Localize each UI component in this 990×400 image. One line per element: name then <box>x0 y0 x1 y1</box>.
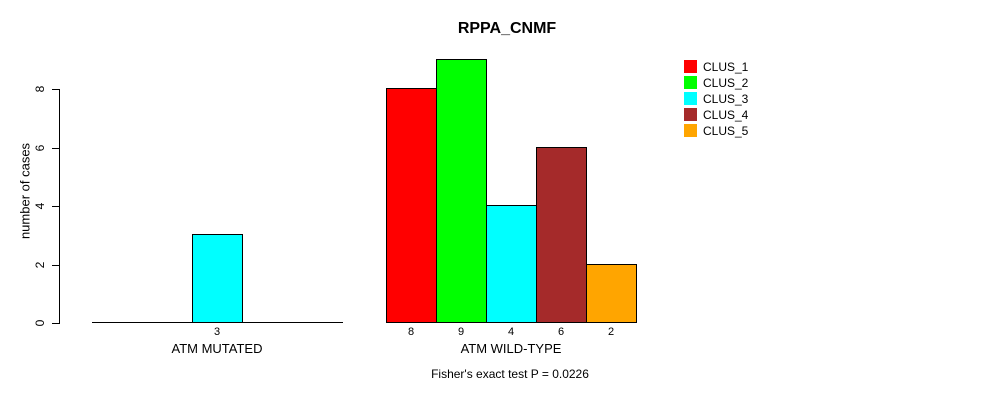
y-tick <box>52 323 59 324</box>
legend-swatch <box>684 108 697 121</box>
y-tick <box>52 89 59 90</box>
bar-value-label: 4 <box>507 326 515 338</box>
legend: CLUS_1 CLUS_2 CLUS_3 CLUS_4 CLUS_5 <box>684 59 748 139</box>
y-tick <box>52 206 59 207</box>
legend-label: CLUS_5 <box>703 123 749 138</box>
legend-swatch <box>684 124 697 137</box>
y-tick-label: 6 <box>33 144 47 152</box>
y-tick-label: 4 <box>33 202 47 210</box>
bar-clus-2-atm-wild-type <box>436 59 487 323</box>
y-tick <box>52 148 59 149</box>
legend-entry-clus-3: CLUS_3 <box>684 91 748 106</box>
legend-entry-clus-2: CLUS_2 <box>684 75 748 90</box>
y-axis-title: number of cases <box>17 142 33 240</box>
annotation-fisher-test: Fisher's exact test P = 0.0226 <box>431 367 589 381</box>
legend-entry-clus-1: CLUS_1 <box>684 59 748 74</box>
group-label-atm-wild-type: ATM WILD-TYPE <box>460 341 562 356</box>
bar-value-label: 9 <box>457 326 465 338</box>
bar-value-label: 6 <box>557 326 565 338</box>
bar-clus-3-atm-mutated <box>192 234 243 323</box>
legend-entry-clus-5: CLUS_5 <box>684 123 748 138</box>
y-tick-label: 2 <box>33 261 47 269</box>
bar-clus-1-atm-wild-type <box>386 88 437 323</box>
y-axis-line <box>59 89 60 324</box>
legend-label: CLUS_1 <box>703 59 749 74</box>
group-label-atm-mutated: ATM MUTATED <box>171 341 263 356</box>
legend-label: CLUS_3 <box>703 91 749 106</box>
y-tick-label: 0 <box>33 319 47 327</box>
bar-clus-3-atm-wild-type <box>486 205 537 323</box>
legend-swatch <box>684 92 697 105</box>
bar-value-label: 2 <box>607 326 615 338</box>
legend-swatch <box>684 76 697 89</box>
y-tick <box>52 265 59 266</box>
chart-title: RPPA_CNMF <box>457 20 557 37</box>
legend-label: CLUS_4 <box>703 107 749 122</box>
legend-entry-clus-4: CLUS_4 <box>684 107 748 122</box>
bar-value-label: 3 <box>213 326 221 338</box>
legend-swatch <box>684 60 697 73</box>
legend-label: CLUS_2 <box>703 75 749 90</box>
bar-value-label: 8 <box>407 326 415 338</box>
y-tick-label: 8 <box>33 85 47 93</box>
bar-clus-4-atm-wild-type <box>536 147 587 323</box>
bar-clus-5-atm-wild-type <box>586 264 637 323</box>
